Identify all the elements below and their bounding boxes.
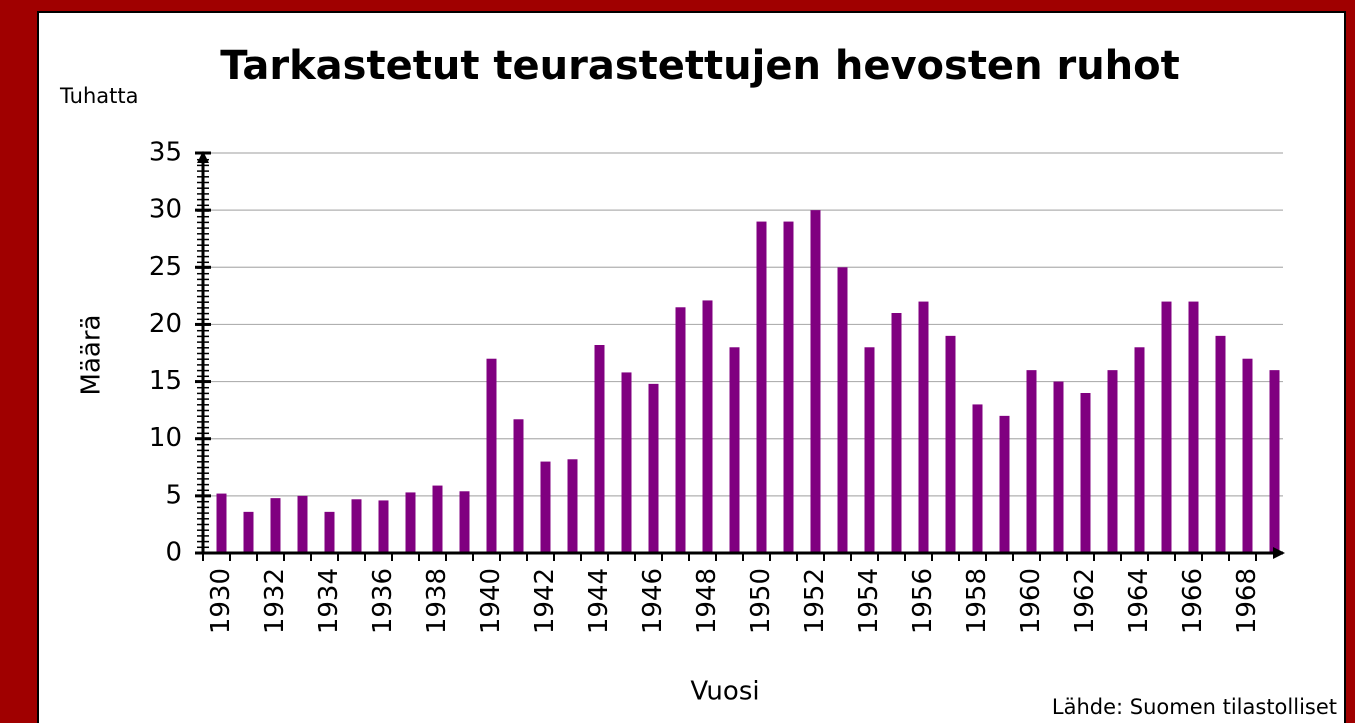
bars [216,210,1280,554]
x-tick-label: 1948 [692,568,722,634]
x-tick-label: 1956 [908,568,938,634]
bar [1107,370,1118,553]
bar [351,499,362,553]
y-tick-label: 5 [165,480,182,510]
bar [1188,301,1199,553]
bar [999,415,1010,553]
bar [459,491,470,553]
bar [729,347,740,553]
x-tick-label: 1954 [854,568,884,634]
bar [270,498,281,553]
bar [783,221,794,554]
bar [567,459,578,553]
bar [378,500,389,553]
bar [1242,358,1253,553]
y-tick-label: 25 [149,252,182,282]
bar [1215,335,1226,553]
x-tick-label: 1932 [260,568,290,634]
x-tick-label: 1968 [1232,568,1262,634]
bar [864,347,875,553]
x-tick-label: 1962 [1070,568,1100,634]
bar [486,358,497,553]
bar [702,300,713,553]
y-axis-label: Määrä [77,315,107,396]
bar [243,511,254,553]
x-tick-label: 1964 [1124,568,1154,634]
bar [1134,347,1145,553]
bar [756,221,767,554]
bar [810,210,821,553]
bar [945,335,956,553]
x-tick-label: 1958 [962,568,992,634]
y-tick-label: 15 [149,366,182,396]
bar [540,461,551,553]
bar [1080,393,1091,553]
y-unit-label: Tuhatta [59,84,138,108]
x-tick-label: 1950 [746,568,776,634]
bar [648,383,659,553]
bar [594,345,605,553]
x-tick-label: 1944 [584,568,614,634]
axes: 0 5 10 15 20 25 30 35 1930 1932 1934 1936 1938 1940 19… [149,138,1285,634]
x-tick-label: 1934 [314,568,344,634]
bar [837,267,848,553]
x-tick-label: 1966 [1178,568,1208,634]
x-tick-label: 1938 [422,568,452,634]
bar [216,493,227,553]
y-tick-label: 0 [165,538,182,568]
x-tick-label: 1940 [476,568,506,634]
y-tick-label: 35 [149,138,182,168]
bar [432,485,443,553]
x-tick-label: 1936 [368,568,398,634]
y-tick-label: 30 [149,195,182,225]
bar [324,511,335,553]
x-tick-label: 1942 [530,568,560,634]
bar [891,313,902,553]
x-tick-label: 1930 [206,568,236,634]
x-tick-label: 1946 [638,568,668,634]
chart-background [37,11,1346,723]
y-tick-label: 10 [149,423,182,453]
bar [1161,301,1172,553]
bar [972,404,983,553]
bar [513,419,524,553]
y-tick-label: 20 [149,309,182,339]
bar [918,301,929,553]
x-axis-arrow [1273,547,1285,559]
x-axis-label: Vuosi [690,677,759,707]
x-tick-label: 1952 [800,568,830,634]
bar [1026,370,1037,553]
y-axis-arrow [197,151,209,163]
bar [1053,381,1064,553]
bar [621,372,632,553]
chart-title: Tarkastetut teurastettujen hevosten ruho… [220,43,1180,89]
bar [405,492,416,553]
bar [1269,370,1280,553]
bar [297,495,308,553]
bar [675,307,686,553]
source-note: Lähde: Suomen tilastolliset [1052,695,1337,719]
x-tick-label: 1960 [1016,568,1046,634]
